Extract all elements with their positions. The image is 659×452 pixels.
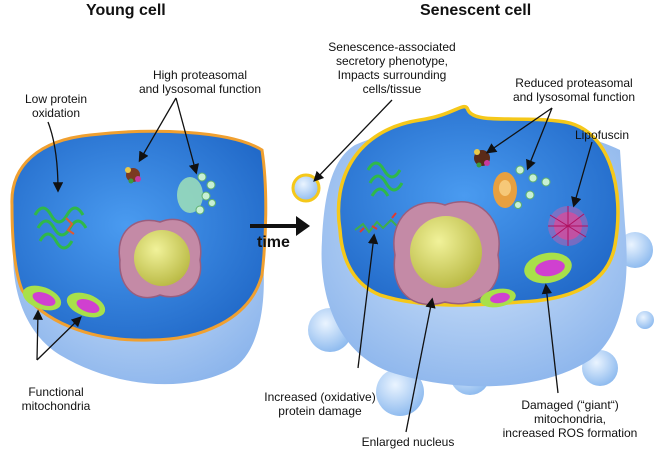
label-lipofuscin: Lipofuscin [574, 128, 630, 142]
label-reduced-proteasomal-lysosomal: Reduced proteasomal and lysosomal functi… [512, 76, 636, 104]
senescent-mitochondria [480, 252, 572, 308]
senescent-pointers [313, 99, 593, 433]
time-label: time [257, 234, 290, 251]
lipofuscin-aggregate [548, 206, 588, 246]
label-sasp: Senescence-associated secretory phenotyp… [328, 40, 456, 96]
senescent-nucleus [393, 201, 500, 306]
senescent-cell-title: Senescent cell [420, 2, 532, 19]
senescent-proteasome [474, 149, 490, 168]
young-pointers [32, 97, 199, 361]
senescent-cell [291, 104, 654, 416]
young-endoplasmic-reticulum [33, 206, 88, 250]
young-lysosome [177, 172, 216, 215]
label-high-proteasomal-lysosomal: High proteasomal and lysosomal function [138, 68, 262, 96]
label-enlarged-nucleus: Enlarged nucleus [361, 435, 455, 449]
bleb [636, 311, 654, 329]
young-cell [10, 129, 268, 385]
young-nucleus [118, 218, 202, 299]
senescent-endoplasmic-reticulum [366, 161, 404, 197]
senescent-lysosome [493, 165, 551, 209]
label-protein-damage: Increased (oxidative) protein damage [264, 390, 376, 418]
time-arrow [250, 216, 310, 236]
sasp-vesicle [291, 173, 321, 203]
young-proteasome [125, 167, 141, 184]
young-cell-title: Young cell [86, 2, 166, 19]
oxidized-proteins-red [359, 212, 408, 233]
young-protein [65, 217, 75, 235]
label-damaged-mitochondria: Damaged (“giant“) mitochondria, increase… [502, 398, 638, 440]
young-mitochondria [22, 285, 106, 318]
label-low-protein-oxidation: Low protein oxidation [24, 92, 88, 120]
label-functional-mitochondria: Functional mitochondria [21, 385, 91, 413]
